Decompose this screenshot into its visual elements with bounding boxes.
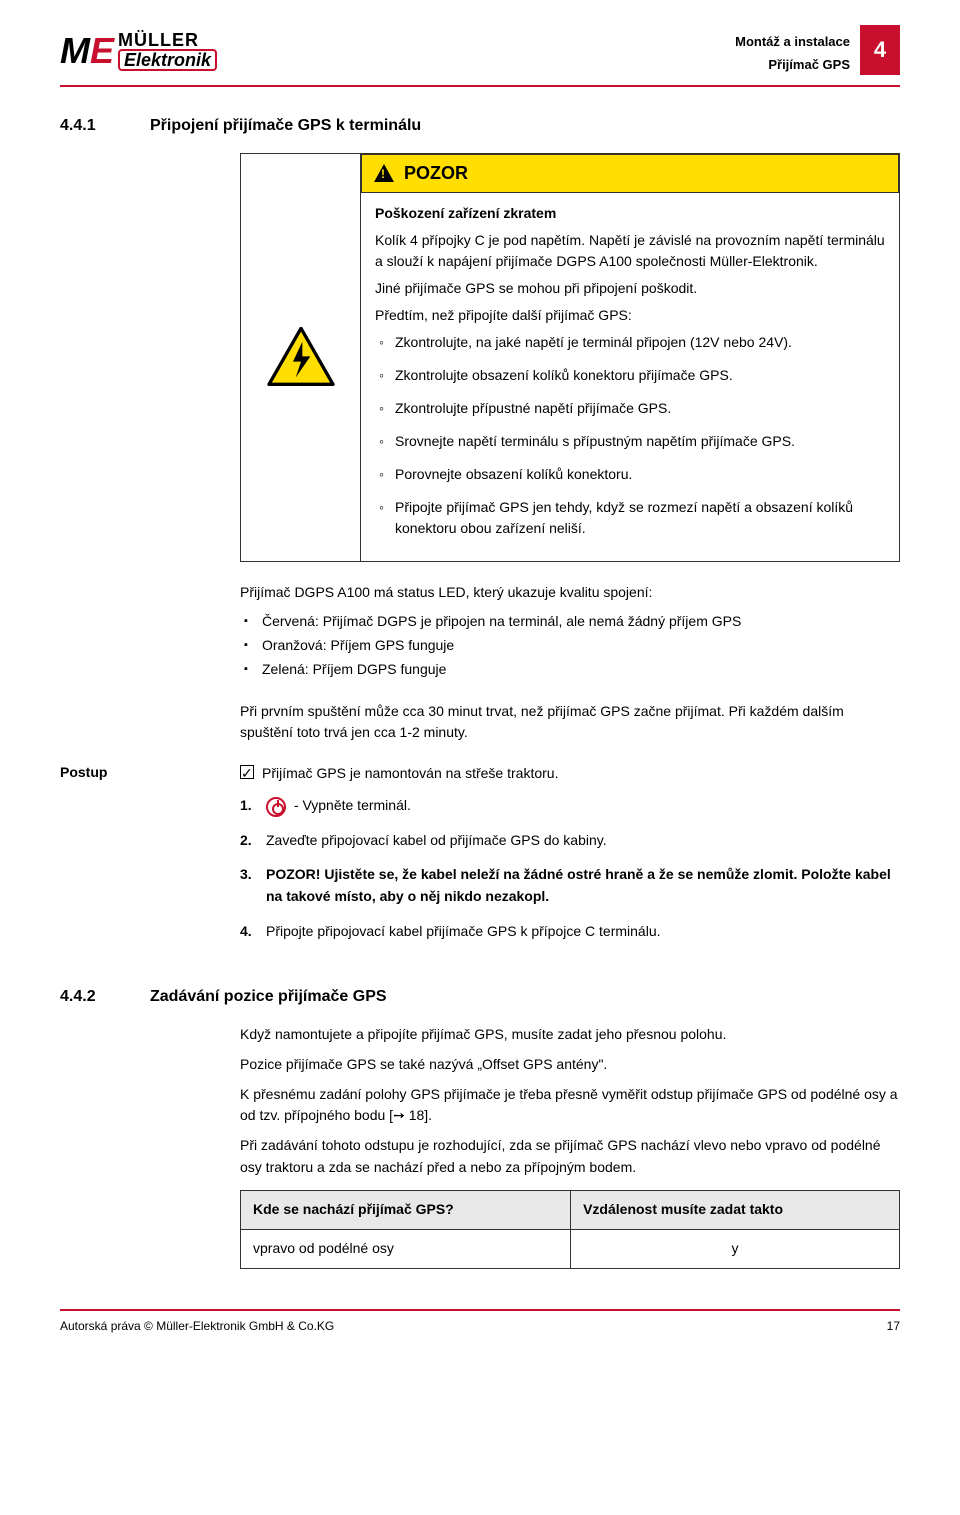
power-icon [266, 797, 286, 817]
caution-box: POZOR Poškození zařízení zkratem Kolík 4… [240, 153, 900, 562]
electric-shock-icon [266, 327, 336, 387]
distance-table: Kde se nachází přijímač GPS? Vzdálenost … [240, 1190, 900, 1268]
precondition-text: Přijímač GPS je namontován na střeše tra… [262, 762, 558, 784]
caution-bold-line: Poškození zařízení zkratem [375, 203, 885, 224]
header-right: Montáž a instalace Přijímač GPS 4 [735, 30, 900, 77]
startup-block: Při prvním spuštění může cca 30 minut tr… [240, 701, 900, 744]
section2-body: Když namontujete a připojíte přijímač GP… [240, 1024, 900, 1269]
led-block: Přijímač DGPS A100 má status LED, který … [240, 582, 900, 681]
table-header-2: Vzdálenost musíte zadat takto [571, 1191, 900, 1230]
logo: ME MÜLLER Elektronik [60, 30, 217, 72]
section-number: 4.4.1 [60, 117, 120, 135]
caution-p3: Jiné přijímače GPS se mohou při připojen… [375, 278, 885, 299]
led-intro: Přijímač DGPS A100 má status LED, který … [240, 582, 900, 604]
logo-brand: MÜLLER [118, 31, 217, 49]
table-header-1: Kde se nachází přijímač GPS? [241, 1191, 571, 1230]
step-4: Připojte připojovací kabel přijímače GPS… [240, 920, 900, 942]
section-title: Připojení přijímače GPS k terminálu [150, 117, 421, 135]
step-1-text: - Vypněte terminál. [294, 797, 411, 813]
precondition: Přijímač GPS je namontován na střeše tra… [240, 762, 900, 784]
logo-m-glyph: ME [60, 30, 114, 72]
warning-icon [374, 164, 394, 182]
caution-header-bar: POZOR [361, 154, 899, 193]
section-heading: 4.4.2 Zadávání pozice přijímače GPS [60, 988, 900, 1006]
led-item: Zelená: Příjem DGPS funguje [262, 659, 900, 681]
section-heading: 4.4.1 Připojení přijímače GPS k terminál… [60, 117, 900, 135]
procedure-side-label: Postup [60, 762, 240, 780]
startup-p: Při prvním spuštění může cca 30 minut tr… [240, 701, 900, 744]
s2-p3: K přesnému zadání polohy GPS přijímače j… [240, 1084, 900, 1127]
caution-icon-cell [241, 154, 361, 561]
step-3: POZOR! Ujistěte se, že kabel neleží na ž… [240, 863, 900, 908]
table-cell: vpravo od podélné osy [241, 1230, 571, 1269]
footer-page-num: 17 [887, 1319, 900, 1333]
procedure-row: Postup Přijímač GPS je namontován na stř… [60, 762, 900, 954]
section-number: 4.4.2 [60, 988, 120, 1006]
s2-p1: Když namontujete a připojíte přijímač GP… [240, 1024, 900, 1046]
led-item: Červená: Přijímač DGPS je připojen na te… [262, 611, 900, 633]
step-1: - Vypněte terminál. [240, 794, 900, 816]
caution-body: Poškození zařízení zkratem Kolík 4 přípo… [361, 193, 899, 561]
logo-subbrand: Elektronik [118, 49, 217, 71]
page-footer: Autorská práva © Müller-Elektronik GmbH … [60, 1309, 900, 1333]
caution-item: Připojte přijímač GPS jen tehdy, když se… [375, 497, 885, 539]
caution-p4: Předtím, než připojíte další přijímač GP… [375, 305, 885, 326]
caution-label: POZOR [404, 163, 468, 184]
checkbox-icon [240, 765, 254, 779]
caution-item: Zkontrolujte, na jaké napětí je terminál… [375, 332, 885, 353]
breadcrumb-top: Montáž a instalace [735, 30, 850, 53]
table-cell: y [571, 1230, 900, 1269]
chapter-badge: 4 [860, 25, 900, 75]
led-item: Oranžová: Příjem GPS funguje [262, 635, 900, 657]
s2-p4: Při zadávání tohoto odstupu je rozhodují… [240, 1135, 900, 1178]
caution-item: Srovnejte napětí terminálu s přípustným … [375, 431, 885, 452]
caution-p2: Kolík 4 přípojky C je pod napětím. Napět… [375, 230, 885, 272]
caution-item: Zkontrolujte obsazení kolíků konektoru p… [375, 365, 885, 386]
s2-p2: Pozice přijímače GPS se také nazývá „Off… [240, 1054, 900, 1076]
breadcrumb-sub: Přijímač GPS [735, 53, 850, 76]
section-title: Zadávání pozice přijímače GPS [150, 988, 387, 1006]
footer-left: Autorská práva © Müller-Elektronik GmbH … [60, 1319, 334, 1333]
page-header: ME MÜLLER Elektronik Montáž a instalace … [60, 30, 900, 87]
table-row: vpravo od podélné osy y [241, 1230, 900, 1269]
caution-item: Porovnejte obsazení kolíků konektoru. [375, 464, 885, 485]
step-2: Zaveďte připojovací kabel od přijímače G… [240, 829, 900, 851]
caution-item: Zkontrolujte přípustné napětí přijímače … [375, 398, 885, 419]
